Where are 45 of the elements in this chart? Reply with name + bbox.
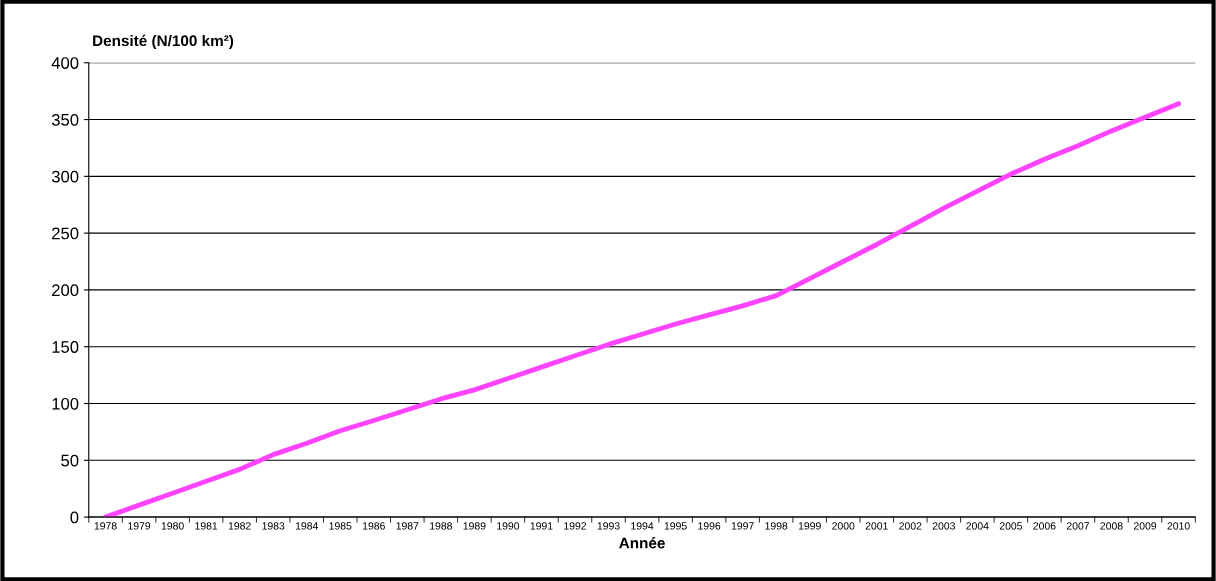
x-tick-label: 1978 bbox=[94, 522, 117, 530]
x-tick-label: 1989 bbox=[463, 522, 486, 530]
y-tick-label: 150 bbox=[52, 341, 79, 353]
x-tick-label: 1996 bbox=[698, 522, 721, 530]
y-tick-label: 250 bbox=[52, 227, 79, 240]
x-tick-label: 1995 bbox=[664, 522, 687, 530]
x-tick-label: 2009 bbox=[1133, 522, 1157, 530]
x-tick-label: 2008 bbox=[1100, 522, 1123, 530]
y-tick-label: 50 bbox=[61, 454, 79, 467]
x-tick-label: 1999 bbox=[798, 522, 821, 530]
line-series bbox=[103, 101, 1181, 518]
x-tick-label: 2001 bbox=[865, 522, 888, 530]
x-tick-label: 2002 bbox=[899, 522, 922, 530]
x-tick-label: 1992 bbox=[564, 522, 587, 530]
x-tick-label: 2006 bbox=[1033, 522, 1056, 530]
x-tick-label: 2000 bbox=[832, 522, 855, 530]
x-tick-label: 1998 bbox=[765, 522, 788, 530]
x-tick-label: 1990 bbox=[497, 522, 520, 530]
y-tick-label: 400 bbox=[51, 57, 79, 69]
x-tick-label: 1979 bbox=[128, 522, 151, 530]
y-axis-title: Densité (N/100 km²) bbox=[93, 34, 234, 50]
x-tick-label: 2003 bbox=[932, 522, 955, 530]
x-tick-label: 1997 bbox=[731, 522, 754, 530]
x-tick-label: 1987 bbox=[396, 522, 419, 530]
x-tick-label: 1994 bbox=[631, 522, 654, 530]
x-tick-label: 1988 bbox=[430, 522, 452, 530]
x-tick-label: 1984 bbox=[295, 522, 319, 530]
y-tick-label: 100 bbox=[52, 397, 79, 410]
x-tick-label: 1986 bbox=[363, 522, 385, 530]
x-axis-title: Année bbox=[619, 537, 665, 549]
x-tick-label: 2010 bbox=[1167, 522, 1190, 530]
x-tick-label: 1983 bbox=[262, 522, 285, 530]
x-tick-label: 2004 bbox=[966, 522, 989, 530]
y-tick-label: 200 bbox=[52, 284, 79, 297]
x-tick-label: 1981 bbox=[195, 522, 218, 530]
x-tick-label: 1991 bbox=[530, 522, 553, 530]
x-tick-label: 1993 bbox=[597, 522, 620, 530]
x-tick-label: 1985 bbox=[329, 522, 352, 530]
x-tick-label: 2007 bbox=[1066, 522, 1090, 530]
x-tick-label: 1982 bbox=[228, 522, 251, 530]
x-tick-label: 2005 bbox=[999, 522, 1023, 530]
y-tick-label: 300 bbox=[51, 170, 79, 183]
x-tick-label: 1980 bbox=[161, 522, 184, 530]
y-tick-label: 0 bbox=[70, 511, 79, 524]
y-tick-label: 350 bbox=[51, 113, 79, 126]
